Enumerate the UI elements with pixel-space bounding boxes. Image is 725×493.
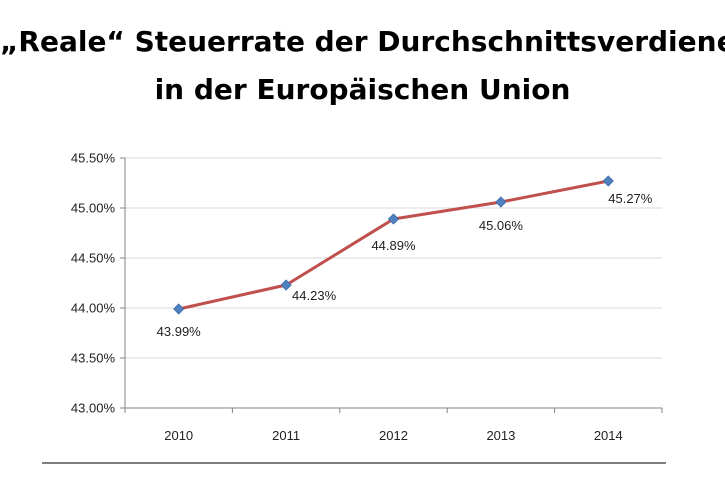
chart-title: „Reale“ Steuerrate der Durchschnittsverd…: [0, 18, 725, 114]
data-point: [495, 196, 507, 208]
data-point: [387, 213, 400, 225]
data-label: 44.23%: [292, 288, 337, 303]
x-tick-label: 2010: [164, 428, 193, 443]
data-label: 43.99%: [157, 324, 202, 339]
y-tick-label: 45.00%: [71, 201, 116, 216]
x-tick-label: 2011: [272, 428, 300, 443]
data-label: 45.06%: [479, 218, 524, 233]
data-label: 45.27%: [608, 191, 653, 206]
x-tick-label: 2014: [594, 428, 623, 443]
title-line-1: „Reale“ Steuerrate der Durchschnittsverd…: [0, 25, 725, 58]
bottom-divider: [42, 462, 666, 464]
data-point: [280, 279, 292, 291]
y-tick-label: 43.00%: [71, 401, 116, 416]
title-line-2: in der Europäischen Union: [154, 73, 571, 106]
y-tick-label: 44.00%: [71, 301, 116, 316]
x-tick-label: 2012: [379, 428, 408, 443]
data-point: [602, 175, 614, 187]
y-tick-label: 44.50%: [71, 251, 116, 266]
data-label: 44.89%: [371, 238, 416, 253]
y-tick-label: 45.50%: [71, 151, 116, 166]
x-tick-label: 2013: [486, 428, 515, 443]
data-point: [173, 303, 185, 315]
y-tick-label: 43.50%: [71, 351, 116, 366]
